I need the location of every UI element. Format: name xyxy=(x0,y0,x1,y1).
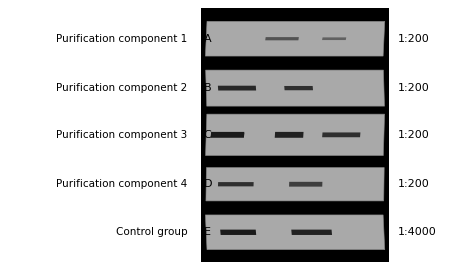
Text: 1: 1 xyxy=(259,8,267,21)
Polygon shape xyxy=(206,168,384,201)
Polygon shape xyxy=(322,132,360,137)
Polygon shape xyxy=(205,215,385,250)
Polygon shape xyxy=(322,37,346,40)
Text: 1:200: 1:200 xyxy=(398,34,430,44)
Polygon shape xyxy=(211,133,244,137)
Polygon shape xyxy=(206,70,384,106)
Text: B: B xyxy=(204,83,211,93)
Text: D: D xyxy=(204,179,212,189)
Polygon shape xyxy=(211,132,244,138)
Polygon shape xyxy=(265,37,299,40)
Text: Control group: Control group xyxy=(116,227,187,237)
Polygon shape xyxy=(275,132,303,138)
Text: Purification component 1: Purification component 1 xyxy=(56,34,187,44)
Text: 1:4000: 1:4000 xyxy=(398,227,437,237)
Polygon shape xyxy=(206,114,384,155)
Polygon shape xyxy=(220,230,256,235)
Text: Purification component 2: Purification component 2 xyxy=(56,83,187,93)
Text: C: C xyxy=(204,130,211,140)
Polygon shape xyxy=(218,182,254,186)
Text: 2: 2 xyxy=(307,8,314,21)
Polygon shape xyxy=(205,21,385,56)
Bar xyxy=(201,8,389,262)
Polygon shape xyxy=(291,230,332,235)
Text: Purification component 3: Purification component 3 xyxy=(56,130,187,140)
Text: A: A xyxy=(204,34,211,44)
Text: 1:200: 1:200 xyxy=(398,179,430,189)
Text: E: E xyxy=(204,227,211,237)
Text: 1:200: 1:200 xyxy=(398,83,430,93)
Text: 1:200: 1:200 xyxy=(398,130,430,140)
Polygon shape xyxy=(284,86,313,90)
Polygon shape xyxy=(218,86,256,91)
Text: Purification component 4: Purification component 4 xyxy=(56,179,187,189)
Polygon shape xyxy=(289,182,322,187)
